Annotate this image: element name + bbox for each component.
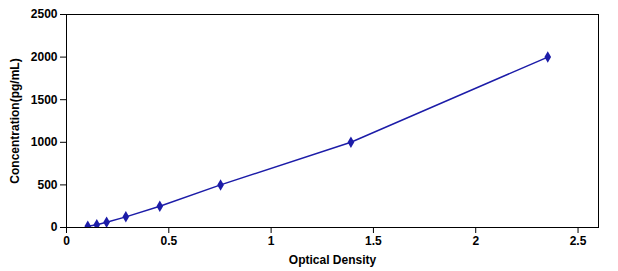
svg-text:2.5: 2.5 [570, 234, 587, 248]
svg-text:1500: 1500 [31, 93, 58, 107]
svg-text:2: 2 [472, 234, 479, 248]
svg-text:1.5: 1.5 [365, 234, 382, 248]
svg-text:1: 1 [268, 234, 275, 248]
svg-text:500: 500 [37, 178, 57, 192]
svg-text:0.5: 0.5 [160, 234, 177, 248]
svg-text:Optical Density: Optical Density [289, 253, 377, 267]
svg-text:0: 0 [63, 234, 70, 248]
svg-text:2500: 2500 [31, 7, 58, 21]
svg-text:2000: 2000 [31, 50, 58, 64]
svg-text:0: 0 [51, 220, 58, 234]
svg-text:Concentration(pg/mL): Concentration(pg/mL) [8, 58, 22, 183]
svg-text:1000: 1000 [31, 135, 58, 149]
